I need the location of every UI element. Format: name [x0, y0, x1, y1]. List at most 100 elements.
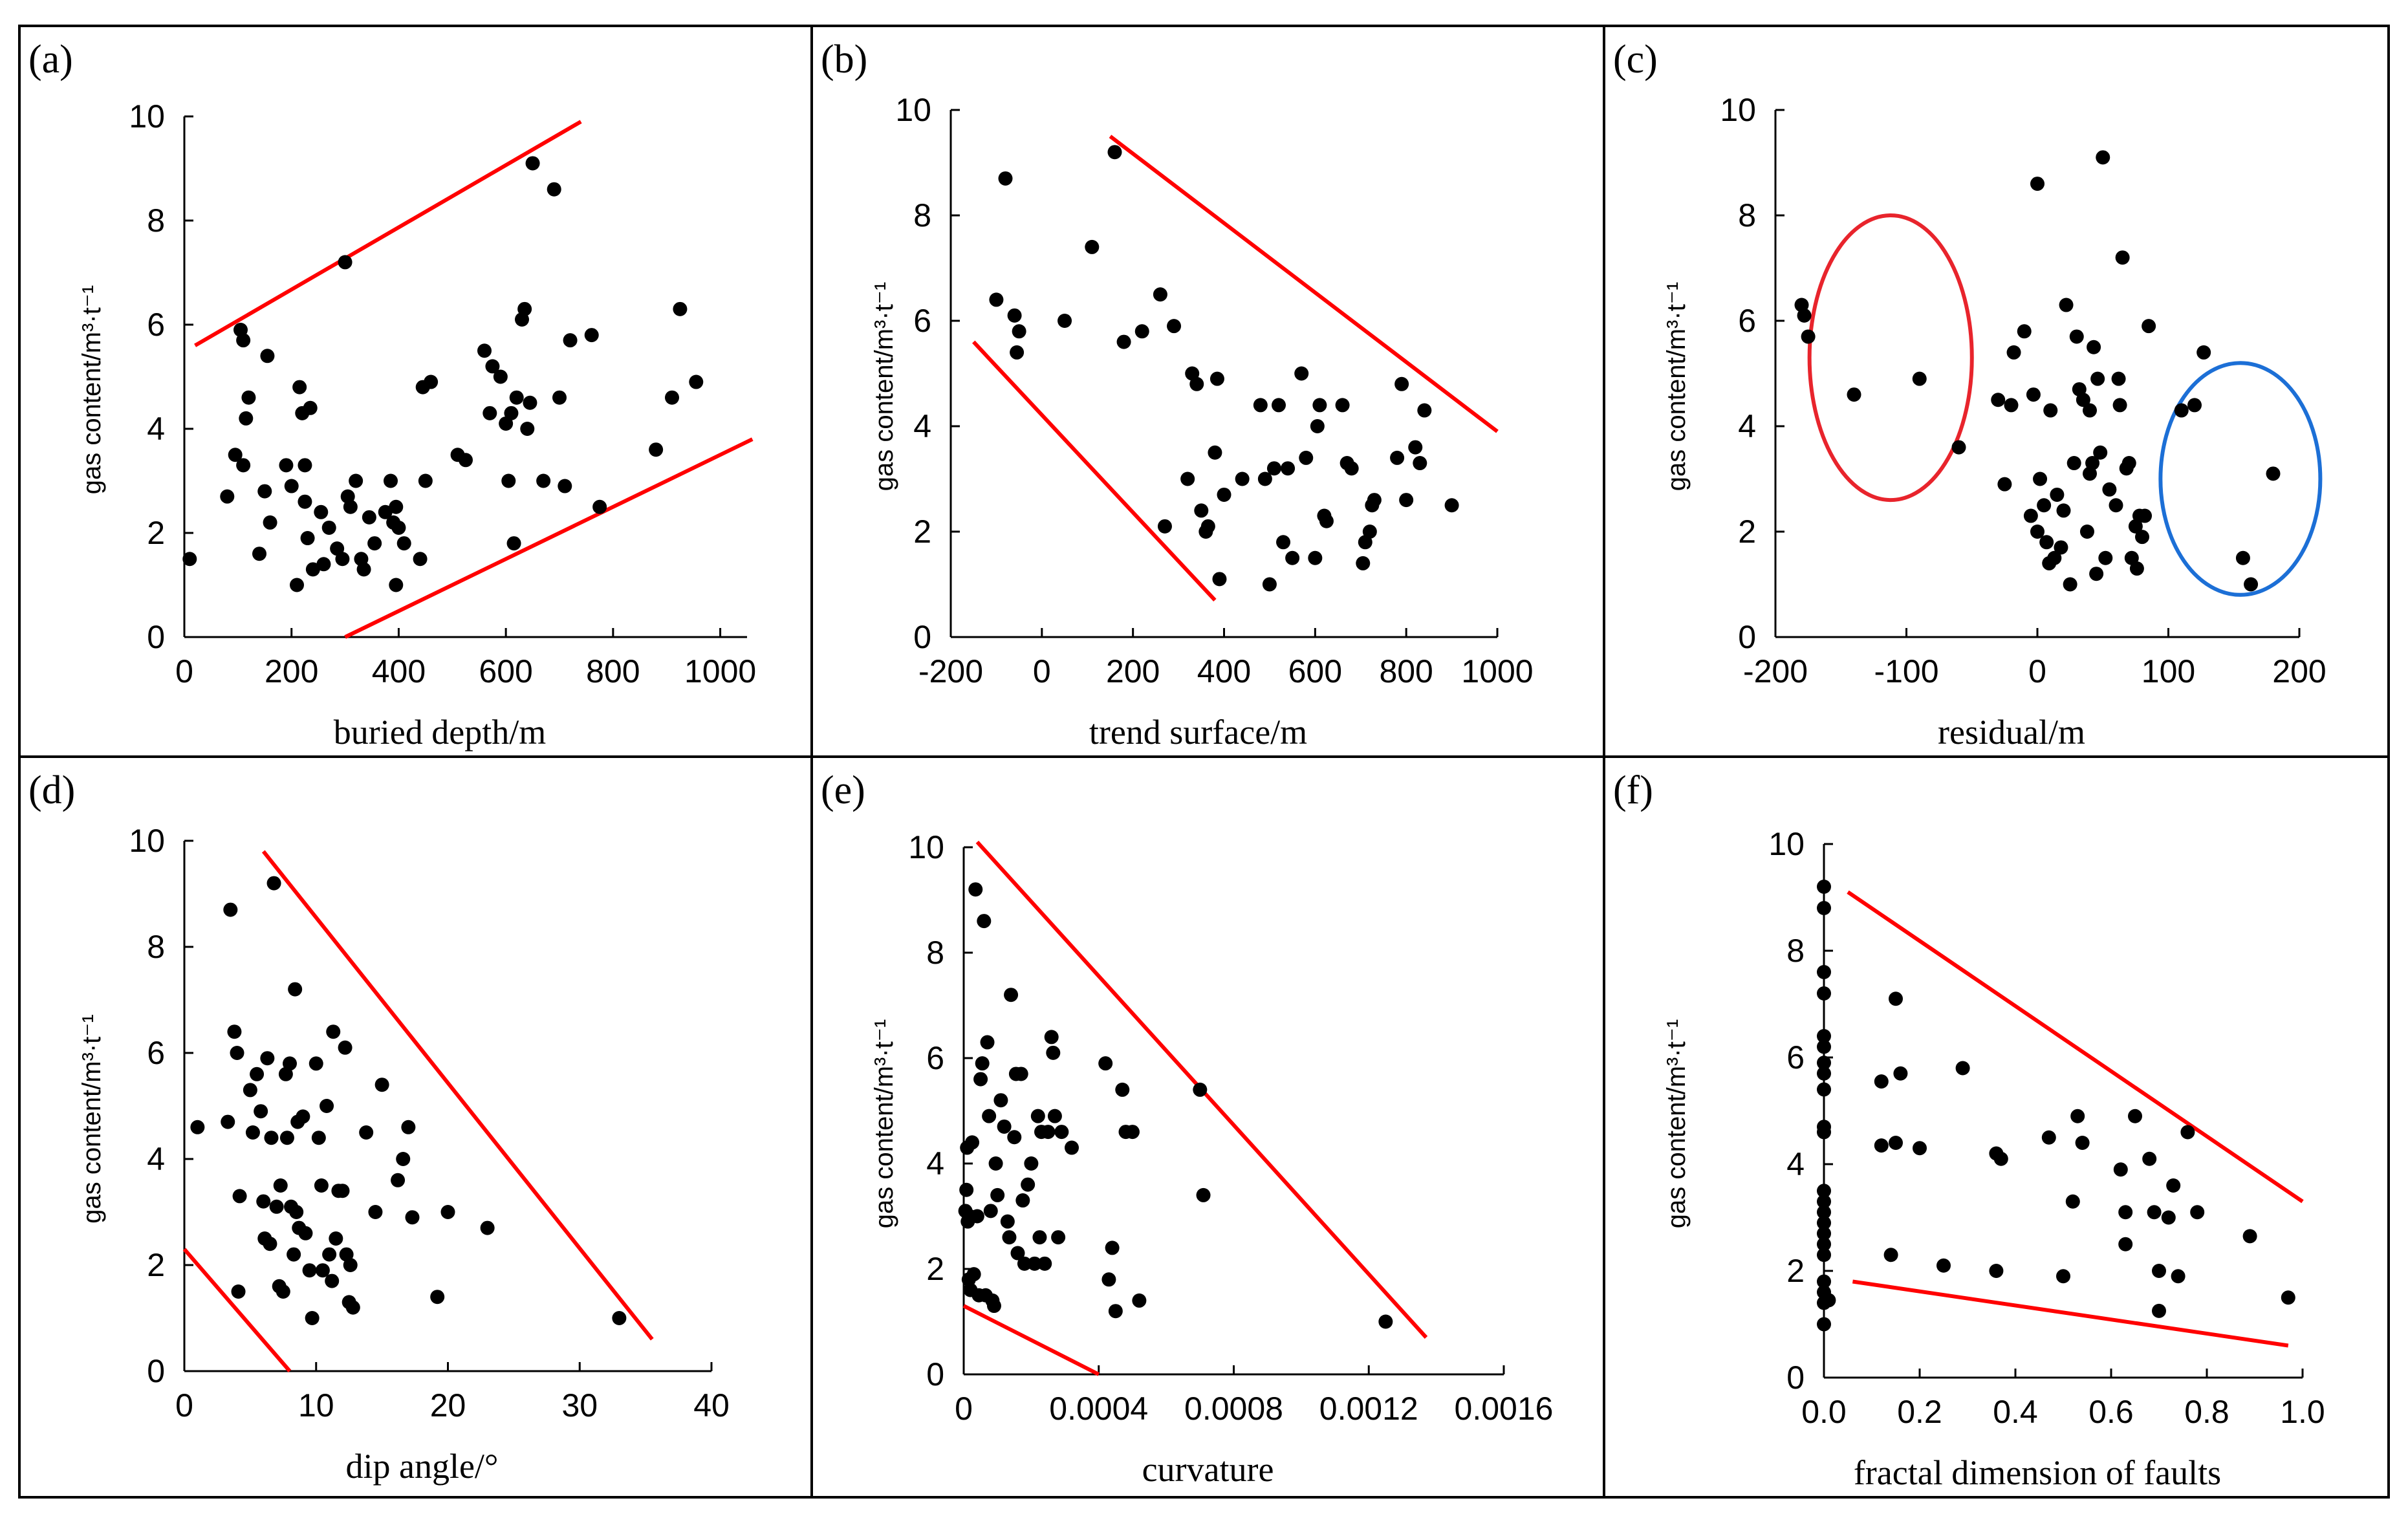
data-point [2235, 550, 2250, 565]
data-point [2030, 177, 2045, 191]
highlight-ellipse [2158, 361, 2323, 597]
data-point [1817, 1082, 1831, 1097]
data-point [1200, 519, 1215, 534]
data-point [1797, 308, 1812, 323]
data-point [1047, 1109, 1062, 1123]
data-point [1847, 387, 1861, 402]
x-tick-label: 30 [561, 1387, 598, 1424]
data-point [1817, 1066, 1831, 1081]
data-point [986, 1299, 1001, 1314]
data-point [2076, 393, 2090, 407]
data-point [257, 484, 272, 499]
data-point [1065, 1140, 1079, 1155]
data-point [250, 1067, 265, 1081]
data-point [2129, 561, 2144, 576]
data-point [401, 1120, 416, 1134]
data-point [1116, 334, 1131, 349]
x-tick-label: 200 [2272, 653, 2326, 689]
y-tick-label: 4 [1738, 408, 1756, 444]
data-point [231, 1284, 246, 1299]
data-point [1801, 329, 1816, 344]
data-point [1417, 403, 1432, 418]
data-point [2142, 1151, 2157, 1166]
data-point [314, 1178, 329, 1193]
data-point [2142, 319, 2156, 334]
x-axis-label: fractal dimension of faults [1854, 1453, 2221, 1492]
data-point [2033, 471, 2048, 486]
data-point [2244, 577, 2259, 592]
x-tick-label: 0.0008 [1184, 1391, 1283, 1427]
data-point [1157, 519, 1172, 534]
x-tick-label: 0 [955, 1391, 973, 1427]
data-point [1257, 471, 1272, 486]
data-point [2017, 324, 2032, 339]
y-axis-label: gas content/m³·t⁻¹ [1662, 1019, 1691, 1228]
data-point [1817, 1226, 1831, 1241]
y-tick-label: 6 [926, 1040, 944, 1076]
data-point [1015, 1193, 1030, 1208]
x-tick-label: -100 [1874, 653, 1938, 689]
data-point [1041, 1125, 1056, 1140]
data-point [2059, 298, 2074, 312]
data-point [1115, 1082, 1130, 1097]
data-point [1889, 1136, 1903, 1150]
data-point [1912, 371, 1927, 386]
trend-line [344, 437, 754, 639]
x-tick-label: 1.0 [2280, 1394, 2325, 1430]
data-point [1817, 1184, 1831, 1198]
data-point [1276, 535, 1291, 550]
data-point [480, 1220, 495, 1235]
data-point [2166, 1178, 2181, 1193]
trend-line [261, 850, 654, 1341]
y-axis-label: gas content/m³·t⁻¹ [78, 285, 106, 494]
data-point [1821, 1293, 1836, 1308]
data-point [252, 547, 266, 561]
data-point [290, 578, 304, 592]
y-tick-label: 8 [1738, 197, 1756, 233]
data-point [1024, 1156, 1039, 1171]
data-point [1817, 986, 1831, 1001]
data-point [1132, 1293, 1147, 1308]
data-point [2069, 329, 2084, 344]
data-point [2174, 403, 2189, 418]
data-point [2056, 503, 2071, 518]
y-tick-label: 10 [129, 98, 165, 135]
data-point [288, 982, 303, 997]
data-point [430, 1290, 445, 1305]
y-tick-label: 2 [1738, 514, 1756, 550]
x-tick-label: 400 [372, 653, 426, 689]
data-point [1167, 319, 1182, 334]
data-point [517, 301, 532, 316]
data-point [335, 552, 350, 567]
data-point [1997, 477, 2012, 492]
data-point [977, 914, 992, 929]
data-point [988, 1156, 1003, 1171]
data-point [241, 390, 256, 405]
data-point [2089, 567, 2104, 581]
y-tick-label: 4 [926, 1145, 944, 1182]
data-point [440, 1205, 455, 1219]
data-point [2152, 1264, 2166, 1278]
data-point [2180, 1125, 2195, 1140]
data-point [2066, 456, 2081, 471]
x-tick-label: -200 [1743, 653, 1808, 689]
data-point [2050, 487, 2065, 502]
data-point [563, 333, 578, 348]
data-point [1991, 393, 2006, 407]
data-point [2063, 577, 2077, 592]
data-point [1312, 398, 1327, 413]
trend-line [972, 340, 1217, 601]
y-tick-label: 10 [895, 92, 931, 128]
y-tick-label: 4 [1786, 1146, 1805, 1182]
data-point [2190, 1205, 2205, 1220]
data-point [970, 1209, 984, 1224]
data-point [2006, 345, 2021, 360]
data-point [2075, 1136, 2090, 1150]
y-tick-label: 2 [147, 515, 165, 551]
data-point [1004, 988, 1019, 1002]
data-point [1817, 1029, 1831, 1043]
data-point [2242, 1229, 2257, 1244]
data-point [1125, 1125, 1140, 1140]
data-point [263, 515, 277, 530]
y-axis-label: gas content/m³·t⁻¹ [1662, 282, 1691, 491]
